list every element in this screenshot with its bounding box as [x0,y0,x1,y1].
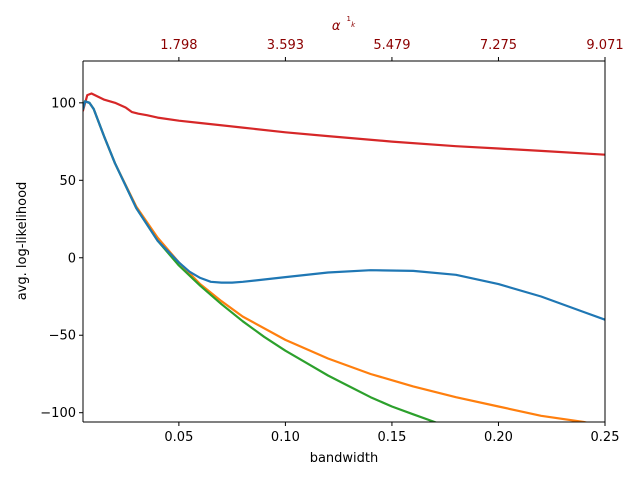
x-tick-label: 0.15 [377,430,406,445]
x-tick-label: 0.20 [484,430,513,445]
y-tick-label: 50 [59,174,76,189]
series-line-1 [83,92,605,156]
top-tick-label: 9.071 [586,38,623,53]
top-axis: 1.798 3.593 5.479 7.275 9.071 [160,38,624,61]
y-axis: −100 −50 0 50 100 [40,96,83,421]
top-tick-label: 7.275 [480,38,517,53]
x-tick-label: 0.25 [591,430,620,445]
x-axis: 0.05 0.10 0.15 0.20 0.25 [164,422,619,445]
plot-frame [82,60,606,423]
top-axis-label-base: α [332,19,341,34]
y-tick-label: 0 [68,251,76,266]
top-tick-label: 1.798 [160,38,197,53]
top-axis-label: α 1 k [332,6,356,34]
top-tick-label: 5.479 [373,38,410,53]
y-axis-label: avg. log-likelihood [15,182,30,301]
top-axis-label-exp-num: 1 [347,15,351,23]
y-tick-label: −50 [49,329,76,344]
top-tick-label: 3.593 [267,38,304,53]
x-tick-label: 0.05 [164,430,193,445]
x-axis-label: bandwidth [310,451,379,466]
y-tick-label: 100 [51,96,76,111]
plot-background [83,61,605,422]
x-tick-label: 0.10 [271,430,300,445]
series-line-4 [83,100,605,321]
top-axis-label-exp-den: k [351,21,356,29]
y-tick-label: −100 [40,406,76,421]
series-layer [83,92,605,422]
